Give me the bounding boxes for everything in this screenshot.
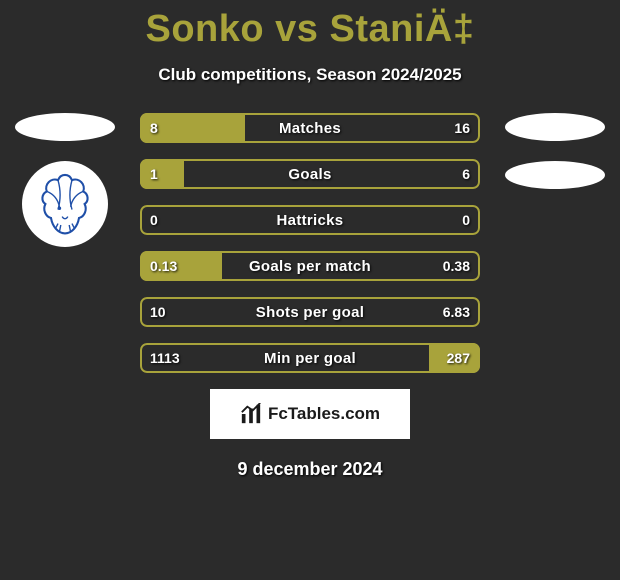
stat-row: 0.130.38Goals per match — [140, 251, 480, 281]
footer-brand[interactable]: FcTables.com — [210, 389, 410, 439]
stat-label: Goals per match — [140, 251, 480, 281]
stat-row: 1113287Min per goal — [140, 343, 480, 373]
player-right-club-oval-icon — [505, 161, 605, 189]
page-title: Sonko vs StaniÄ‡ — [0, 0, 620, 51]
footer-brand-text: FcTables.com — [268, 404, 380, 424]
page-subtitle: Club competitions, Season 2024/2025 — [0, 65, 620, 85]
player-left-oval-icon — [15, 113, 115, 141]
stat-label: Shots per goal — [140, 297, 480, 327]
stat-label: Goals — [140, 159, 480, 189]
player-left-club-badge — [22, 161, 108, 247]
stat-row: 16Goals — [140, 159, 480, 189]
stat-row: 00Hattricks — [140, 205, 480, 235]
stat-label: Min per goal — [140, 343, 480, 373]
comparison-panel: 816Matches 16Goals 00Hattricks 0.130.38Goal… — [0, 113, 620, 373]
stats-logo-icon — [240, 403, 262, 425]
right-player-column — [500, 113, 610, 209]
stat-row: 816Matches — [140, 113, 480, 143]
stats-bars: 816Matches 16Goals 00Hattricks 0.130.38Goal… — [140, 113, 480, 373]
stat-label: Hattricks — [140, 205, 480, 235]
generation-date: 9 december 2024 — [0, 459, 620, 480]
left-player-column — [10, 113, 120, 247]
player-right-oval-icon — [505, 113, 605, 141]
chief-head-icon — [30, 169, 100, 239]
stat-row: 106.83Shots per goal — [140, 297, 480, 327]
stat-label: Matches — [140, 113, 480, 143]
